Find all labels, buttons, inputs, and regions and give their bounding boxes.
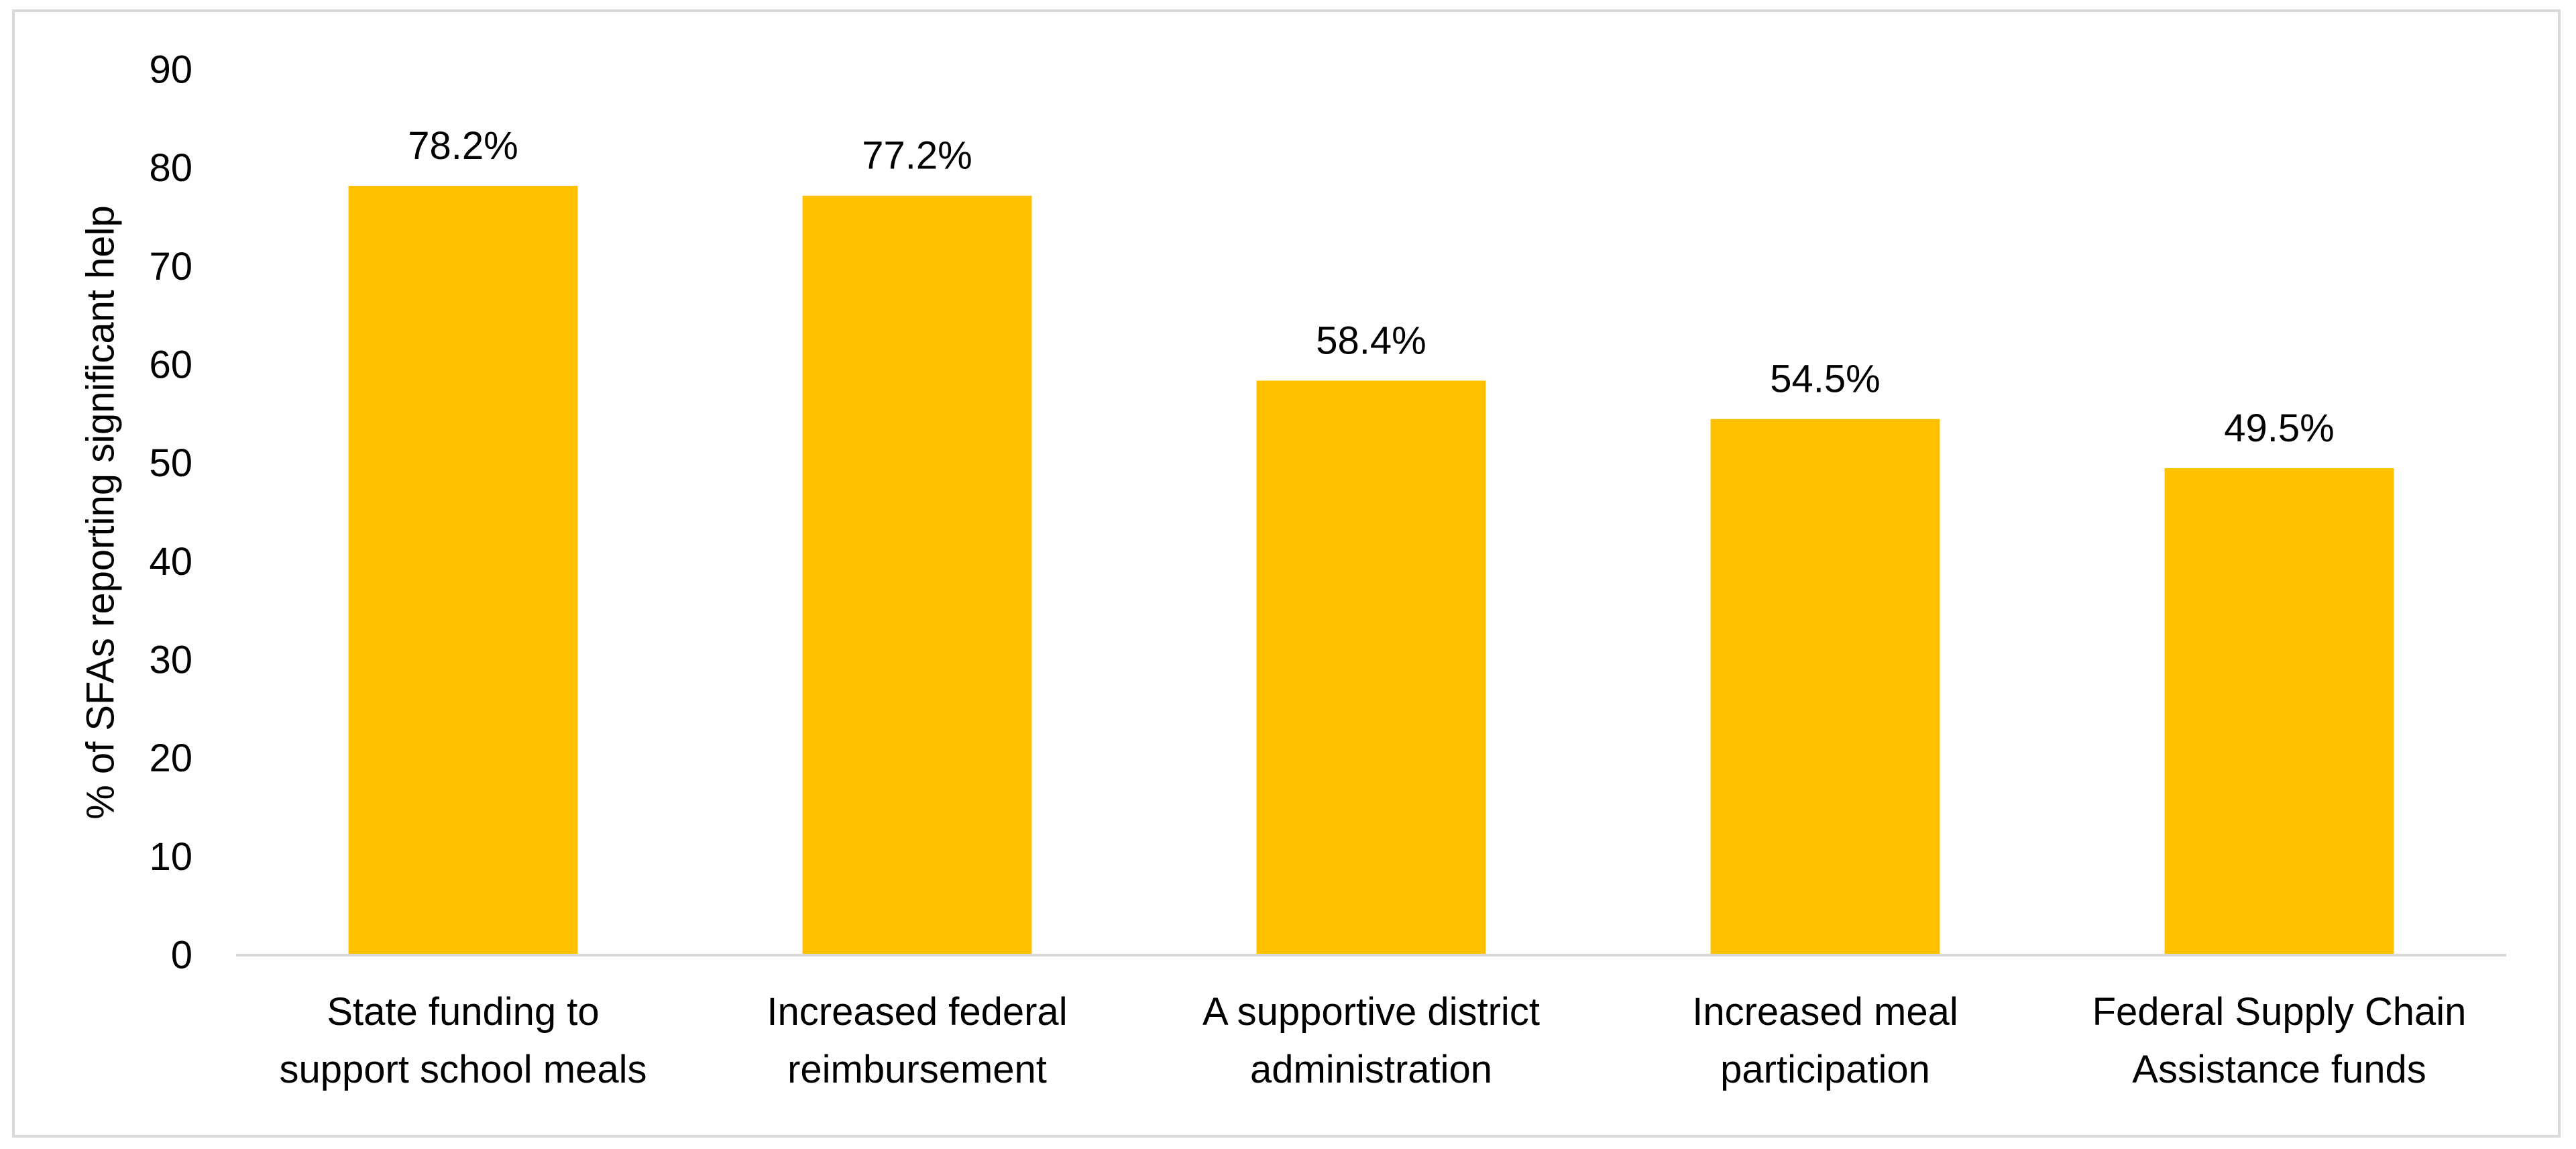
y-tick-label-30: 30 — [149, 639, 192, 682]
data-label-5: 49.5% — [2224, 406, 2334, 450]
bar-4 — [1710, 419, 1940, 955]
y-tick-label-90: 90 — [149, 48, 192, 92]
y-tick-label-0: 0 — [171, 934, 192, 977]
category-labels-group: State funding to support school meals Incr… — [279, 990, 2466, 1091]
y-tick-label-80: 80 — [149, 146, 192, 190]
data-labels-group: 78.2% 77.2% 58.4% 54.5% 49.5% — [408, 124, 2334, 450]
category-label-1: State funding to support school meals — [279, 990, 647, 1091]
y-tick-label-50: 50 — [149, 441, 192, 485]
category-label-4: Increased meal participation — [1692, 990, 1958, 1091]
y-tick-label-70: 70 — [149, 245, 192, 288]
bar-1 — [348, 186, 578, 956]
bar-chart: 0 10 20 30 40 50 60 70 80 90 78.2% 77.2% 58.4% 54.5%… — [79, 48, 2506, 1091]
y-tick-label-40: 40 — [149, 540, 192, 584]
bar-2 — [802, 195, 1032, 955]
y-axis-ticks: 0 10 20 30 40 50 60 70 80 90 — [149, 48, 192, 977]
bar-5 — [2164, 468, 2394, 955]
y-axis-title: % of SFAs reporting significant help — [79, 205, 123, 820]
data-label-3: 58.4% — [1316, 319, 1426, 362]
data-label-4: 54.5% — [1770, 358, 1880, 401]
category-label-3: A supportive district administration — [1202, 990, 1540, 1091]
y-tick-label-20: 20 — [149, 736, 192, 780]
y-tick-label-10: 10 — [149, 835, 192, 879]
bar-3 — [1256, 380, 1486, 955]
bars-group — [348, 186, 2394, 956]
category-label-2: Increased federal reimbursement — [767, 990, 1067, 1091]
data-label-1: 78.2% — [408, 124, 518, 168]
y-tick-label-60: 60 — [149, 343, 192, 387]
chart-frame: 0 10 20 30 40 50 60 70 80 90 78.2% 77.2% 58.4% 54.5%… — [12, 9, 2561, 1138]
category-label-5: Federal Supply Chain Assistance funds — [2092, 990, 2467, 1091]
data-label-2: 77.2% — [862, 134, 972, 178]
